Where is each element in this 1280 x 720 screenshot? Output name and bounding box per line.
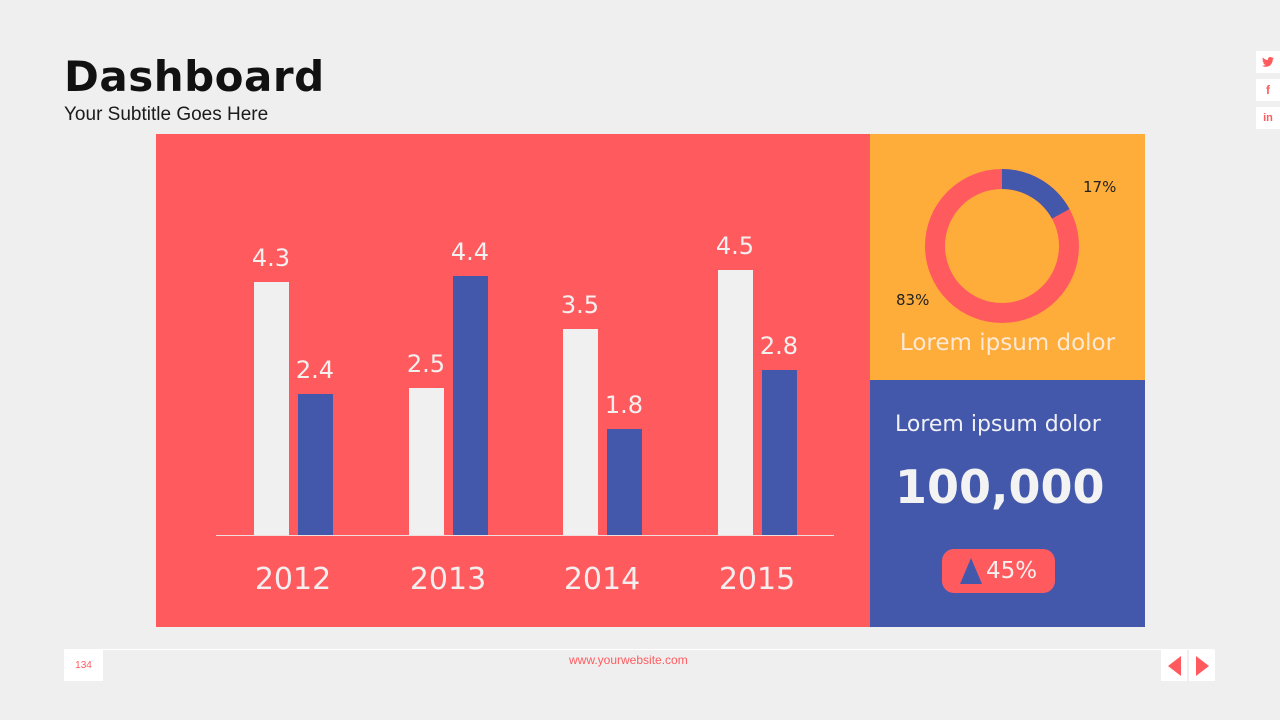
donut-chart: [925, 169, 1079, 323]
previous-slide-button[interactable]: [1161, 650, 1187, 681]
next-slide-button[interactable]: [1189, 650, 1215, 681]
page-title: Dashboard: [64, 52, 325, 101]
linkedin-icon: in: [1263, 112, 1273, 124]
bar-chart: 4.3 2.4 2.5 4.4 3.5 1.8 4.5 2.8 2012 201…: [156, 134, 870, 627]
kpi-caption: Lorem ipsum dolor: [895, 412, 1101, 437]
bar-2015-series2: [762, 370, 797, 535]
bar-label: 4.5: [715, 232, 755, 260]
page-subtitle: Your Subtitle Goes Here: [64, 104, 269, 125]
arrow-right-icon: [1195, 655, 1209, 676]
social-links: f in: [1256, 51, 1280, 135]
donut-caption: Lorem ipsum dolor: [899, 330, 1116, 356]
website-link[interactable]: www.yourwebsite.com: [569, 653, 688, 667]
bar-label: 2.8: [759, 332, 799, 360]
x-axis-label: 2014: [563, 562, 641, 597]
up-triangle-icon: [959, 558, 982, 584]
facebook-button[interactable]: f: [1256, 79, 1280, 101]
donut-label-small: 17%: [1083, 178, 1117, 196]
bar-label: 2.5: [406, 350, 446, 378]
x-axis-label: 2015: [718, 562, 796, 597]
twitter-button[interactable]: [1256, 51, 1280, 73]
footer-divider: [64, 649, 1214, 650]
x-axis-label: 2013: [409, 562, 487, 597]
bar-label: 4.4: [450, 238, 490, 266]
bar-2012-series1: [254, 282, 289, 535]
arrow-left-icon: [1167, 655, 1181, 676]
linkedin-button[interactable]: in: [1256, 107, 1280, 129]
page-number: 134: [64, 650, 103, 681]
bar-2013-series2: [453, 276, 488, 535]
kpi-change-badge: 45%: [942, 549, 1055, 593]
bar-label: 2.4: [295, 356, 335, 384]
kpi-value: 100,000: [895, 460, 1105, 514]
kpi-panel: Lorem ipsum dolor 100,000 45%: [870, 380, 1145, 627]
bar-chart-panel: 4.3 2.4 2.5 4.4 3.5 1.8 4.5 2.8 2012 201…: [156, 134, 870, 627]
bar-label: 1.8: [604, 391, 644, 419]
bar-2014-series2: [607, 429, 642, 535]
facebook-icon: f: [1266, 83, 1270, 97]
bar-label: 3.5: [560, 291, 600, 319]
bar-2014-series1: [563, 329, 598, 535]
bar-2012-series2: [298, 394, 333, 535]
kpi-change-value: 45%: [985, 558, 1038, 584]
twitter-icon: [1262, 57, 1274, 67]
donut-panel: 17% 83% Lorem ipsum dolor: [870, 134, 1145, 380]
x-axis-label: 2012: [254, 562, 332, 597]
bar-2013-series1: [409, 388, 444, 535]
bar-2015-series1: [718, 270, 753, 535]
chart-baseline: [216, 535, 834, 536]
bar-label: 4.3: [251, 244, 291, 272]
donut-label-large: 83%: [896, 291, 930, 309]
